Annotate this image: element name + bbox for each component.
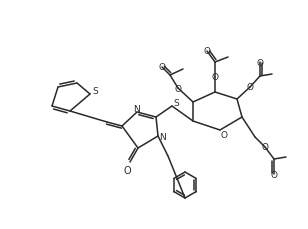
Text: O: O — [221, 130, 228, 139]
Text: N: N — [160, 132, 166, 141]
Text: S: S — [173, 99, 179, 108]
Text: O: O — [175, 84, 181, 93]
Text: O: O — [261, 143, 269, 152]
Text: N: N — [134, 105, 140, 114]
Text: O: O — [123, 165, 131, 175]
Text: S: S — [92, 87, 98, 96]
Text: O: O — [270, 170, 278, 179]
Text: O: O — [212, 73, 218, 82]
Text: O: O — [246, 83, 253, 92]
Text: O: O — [204, 47, 210, 56]
Text: O: O — [257, 58, 264, 67]
Text: O: O — [159, 63, 165, 72]
